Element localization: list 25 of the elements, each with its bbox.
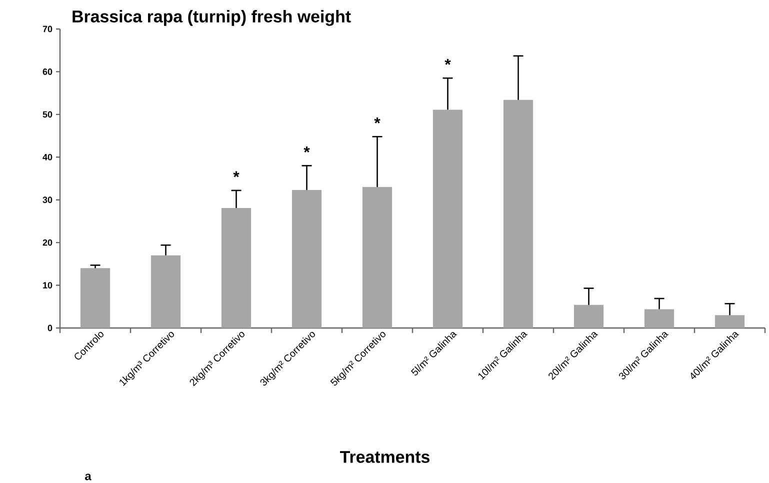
annotation: *: [444, 58, 451, 65]
bar: [714, 315, 745, 328]
y-tick-label: 20: [42, 239, 52, 246]
annotation: *: [374, 117, 380, 124]
y-tick-label: 0: [48, 324, 52, 332]
bar: [644, 309, 674, 328]
bar: [80, 268, 110, 328]
y-tick-label: 70: [42, 26, 52, 32]
bar: [292, 190, 322, 328]
y-tick-label: 40: [42, 154, 52, 160]
bar: [221, 208, 252, 328]
y-tick-label: 50: [42, 111, 52, 118]
bar: [432, 110, 463, 328]
bar: [362, 187, 392, 328]
bar: [574, 304, 604, 328]
y-tick-label: 30: [42, 196, 52, 204]
text: a: [85, 474, 92, 480]
y-tick-label: 60: [42, 68, 52, 75]
x-axis-title: Treatments: [340, 451, 430, 463]
annotation: *: [233, 171, 240, 178]
bar: [150, 255, 181, 328]
annotation: *: [304, 146, 310, 152]
chart-title: Brassica rapa (turnip) fresh weight: [72, 10, 351, 26]
bar: [503, 100, 534, 328]
y-tick-label: 10: [43, 282, 52, 288]
